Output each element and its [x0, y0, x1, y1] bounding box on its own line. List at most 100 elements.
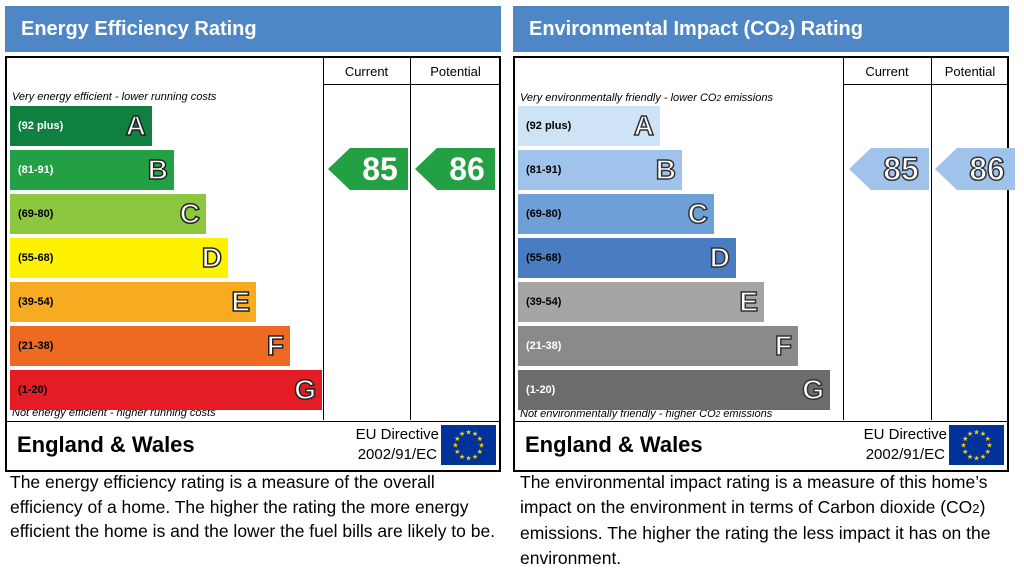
bottom-environment-label: Not environmentally friendly - higher CO…: [520, 408, 773, 420]
energy-panel-title: Energy Efficiency Rating: [5, 6, 501, 52]
svg-text:★: ★: [967, 453, 973, 461]
potential-arrow-polygon: [935, 148, 1015, 190]
energy-footer: England & Wales EU Directive 2002/91/EC …: [7, 422, 499, 470]
eu-directive-line1: EU Directive: [355, 426, 439, 443]
eu-directive-line2: 2002/91/EC: [357, 446, 437, 463]
band-letter: D: [709, 242, 731, 273]
svg-text:★: ★: [459, 430, 465, 438]
band-letter: A: [125, 110, 147, 141]
svg-text:★: ★: [960, 442, 966, 450]
svg-text:★: ★: [477, 448, 483, 456]
svg-text:★: ★: [477, 435, 483, 443]
band-letter: C: [687, 198, 709, 229]
bottom-efficiency-label: Not energy efficient - higher running co…: [12, 407, 216, 419]
potential-column-header: Potential: [944, 64, 996, 79]
rating-band-b: (81-91) B: [518, 150, 682, 190]
current-arrow-polygon: [328, 148, 408, 190]
eu-directive-line2: 2002/91/EC: [865, 446, 945, 463]
svg-text:★: ★: [452, 442, 458, 450]
potential-arrow-shape: [935, 148, 1015, 190]
rating-band-e: (39-54) E: [10, 282, 256, 322]
svg-text:★: ★: [454, 448, 460, 456]
svg-text:★: ★: [980, 430, 986, 438]
rating-band-d: (55-68) D: [518, 238, 736, 278]
current-rating-value: 85: [362, 150, 398, 187]
current-rating-arrow: 85: [328, 148, 408, 190]
band-letter: F: [774, 330, 793, 361]
rating-band-g: (1-20) G: [518, 370, 830, 410]
svg-text:★: ★: [962, 448, 968, 456]
svg-text:★: ★: [472, 453, 478, 461]
band-range-label: (69-80): [18, 208, 54, 220]
potential-arrow-shape: [415, 148, 495, 190]
band-range-label: (21-38): [526, 340, 562, 352]
energy-efficiency-panel: Energy Efficiency Rating Current Potenti…: [5, 6, 501, 472]
band-range-label: (1-20): [526, 384, 556, 396]
svg-text:★: ★: [454, 435, 460, 443]
current-rating-value: 85: [882, 150, 919, 188]
svg-text:★: ★: [985, 435, 991, 443]
current-arrow-shape: [328, 148, 408, 190]
region-label: England & Wales: [525, 432, 703, 457]
svg-text:★: ★: [465, 455, 471, 463]
rating-band-f: (21-38) F: [10, 326, 290, 366]
band-range-label: (81-91): [18, 164, 54, 176]
top-environment-label: Very environmentally friendly - lower CO…: [520, 92, 773, 104]
band-letter: F: [266, 330, 285, 361]
rating-band-b: (81-91) B: [10, 150, 174, 190]
band-letter: C: [179, 198, 201, 229]
potential-column-header: Potential: [430, 64, 481, 79]
band-letter: A: [633, 110, 655, 141]
band-letter: B: [655, 154, 677, 185]
band-range-label: (39-54): [526, 296, 562, 308]
svg-text:★: ★: [478, 442, 484, 450]
rating-band-c: (69-80) C: [518, 194, 714, 234]
energy-rating-chart: Current Potential Very energy efficient …: [5, 56, 501, 472]
environment-footer: England & Wales EU Directive 2002/91/EC …: [515, 422, 1007, 470]
svg-text:★: ★: [459, 453, 465, 461]
potential-rating-arrow: 86: [935, 148, 1015, 190]
band-letter: G: [293, 374, 316, 405]
band-range-label: (1-20): [18, 384, 48, 396]
band-range-label: (92 plus): [526, 120, 572, 132]
band-letter: E: [739, 286, 759, 317]
environment-panel-title: Environmental Impact (CO2) Rating: [513, 6, 1009, 52]
svg-text:★: ★: [967, 430, 973, 438]
rating-band-e: (39-54) E: [518, 282, 764, 322]
band-letter: D: [201, 242, 223, 273]
eu-directive: EU Directive 2002/91/EC: [356, 425, 439, 465]
rating-band-a: (92 plus) A: [518, 106, 660, 146]
svg-text:★: ★: [465, 429, 471, 437]
band-range-label: (39-54): [18, 296, 54, 308]
eu-flag-icon: ★ ★★★★★★★★★★★: [949, 425, 1004, 465]
eu-directive: EU Directive 2002/91/EC: [864, 425, 947, 465]
eu-directive-line1: EU Directive: [863, 426, 947, 443]
current-column-header: Current: [344, 64, 389, 79]
potential-rating-value: 86: [449, 150, 485, 187]
current-arrow-polygon: [849, 148, 929, 190]
potential-rating-value: 86: [968, 150, 1005, 188]
band-letter: G: [801, 374, 824, 405]
band-letter: E: [231, 286, 251, 317]
rating-band-d: (55-68) D: [10, 238, 228, 278]
current-arrow-shape: [849, 148, 929, 190]
svg-text:★: ★: [986, 442, 992, 450]
svg-text:★: ★: [980, 453, 986, 461]
band-range-label: (69-80): [526, 208, 562, 220]
band-range-label: (55-68): [526, 252, 562, 264]
svg-text:★: ★: [973, 455, 979, 463]
environment-rating-chart: Current Potential Very environmentally f…: [513, 56, 1015, 472]
region-label: England & Wales: [17, 432, 195, 457]
environment-description: The environmental impact rating is a mea…: [520, 472, 991, 568]
svg-text:★: ★: [985, 448, 991, 456]
band-range-label: (21-38): [18, 340, 54, 352]
energy-description: The energy efficiency rating is a measur…: [10, 472, 496, 541]
eu-flag-icon: ★ ★★★★★★★★★★★: [441, 425, 496, 465]
rating-band-a: (92 plus) A: [10, 106, 152, 146]
current-rating-arrow: 85: [849, 148, 929, 190]
band-range-label: (55-68): [18, 252, 54, 264]
environmental-impact-panel: Environmental Impact (CO2) Rating Curren…: [513, 6, 1015, 472]
current-column-header: Current: [865, 64, 909, 79]
rating-band-c: (69-80) C: [10, 194, 206, 234]
svg-text:★: ★: [962, 435, 968, 443]
